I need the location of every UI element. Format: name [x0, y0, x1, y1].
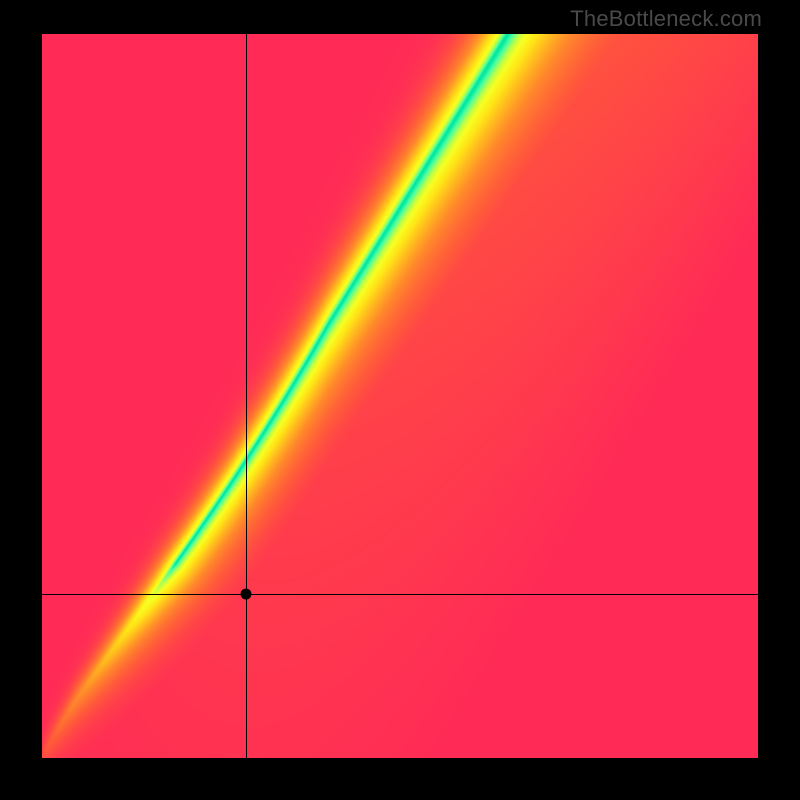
watermark-label: TheBottleneck.com	[570, 6, 762, 32]
heatmap-plot	[42, 34, 758, 758]
heatmap-canvas	[42, 34, 758, 758]
chart-container: TheBottleneck.com	[0, 0, 800, 800]
